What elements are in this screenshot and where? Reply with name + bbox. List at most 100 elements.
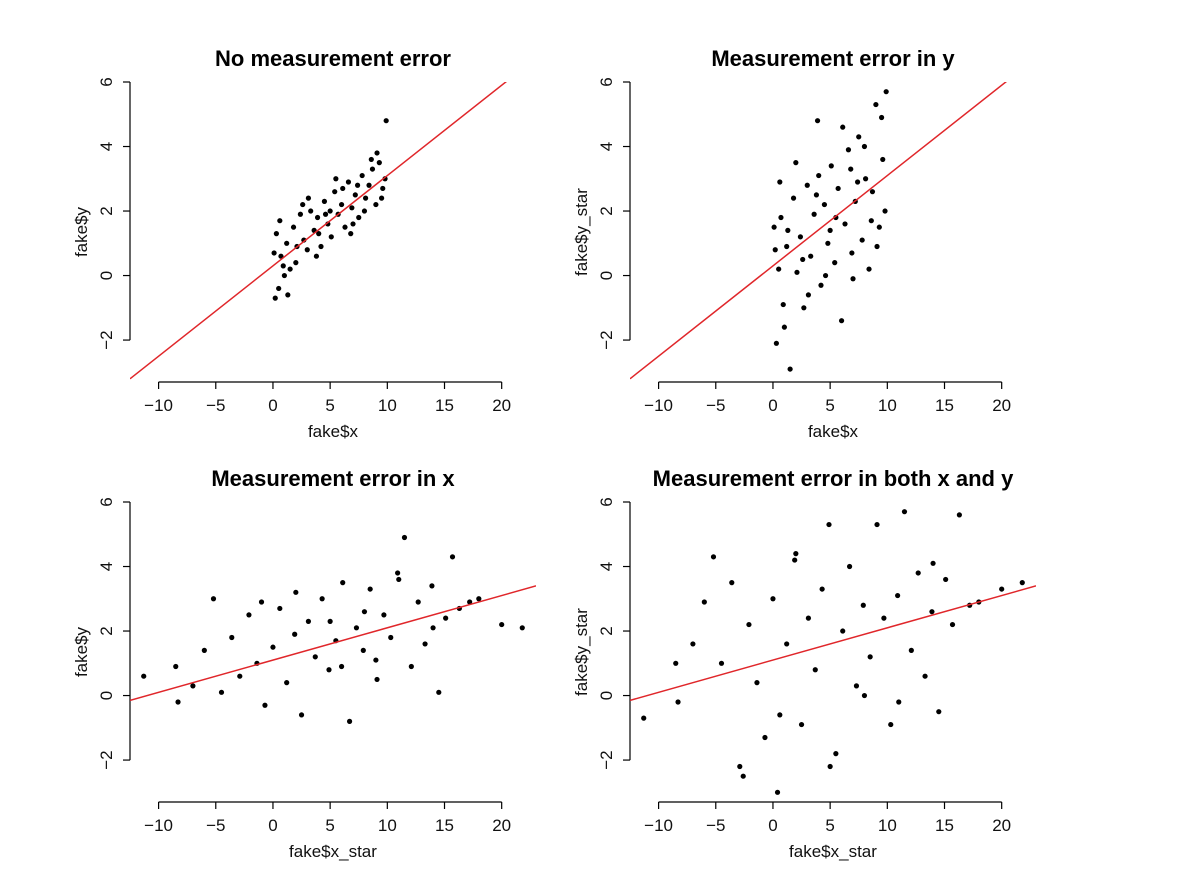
x-tick-label: −5	[706, 816, 725, 835]
scatter-point	[312, 654, 318, 660]
y-tick-label: 4	[597, 142, 616, 151]
scatter-point	[811, 211, 817, 217]
scatter-point	[297, 211, 304, 217]
scatter-point	[838, 318, 845, 324]
scatter-point	[292, 631, 298, 637]
scatter-point	[800, 256, 806, 263]
x-tick-label: 20	[992, 396, 1011, 415]
scatter-point	[359, 172, 365, 179]
fit-line	[130, 82, 507, 380]
scatter-point	[396, 576, 402, 583]
scatter-point	[718, 660, 725, 666]
scatter-point	[361, 208, 368, 214]
scatter-point	[278, 253, 284, 259]
scatter-point	[746, 621, 752, 628]
scatter-point	[999, 586, 1005, 592]
scatter-point	[790, 195, 797, 201]
x-tick-label: 20	[992, 816, 1011, 835]
scatter-point	[776, 266, 782, 272]
scatter-point	[787, 366, 793, 372]
scatter-point	[915, 570, 921, 576]
scatter-point	[246, 612, 252, 618]
x-tick-label: −5	[706, 396, 725, 415]
fit-line	[630, 585, 1036, 702]
scatter-point	[833, 214, 839, 221]
scatter-point	[842, 221, 848, 227]
scatter-point	[859, 237, 865, 243]
x-tick-label: 15	[435, 816, 454, 835]
scatter-point	[271, 250, 277, 256]
scatter-point	[641, 715, 647, 721]
x-axis-title: fake$x_star	[289, 842, 377, 861]
scatter-point	[862, 176, 869, 182]
scatter-point	[896, 699, 902, 705]
x-tick-label: −5	[206, 816, 225, 835]
y-axis-title: fake$y	[72, 626, 91, 677]
scatter-point	[376, 160, 382, 166]
scatter-point	[237, 673, 243, 679]
scatter-point	[354, 182, 361, 188]
chart-title: No measurement error	[215, 46, 451, 71]
x-tick-label: 5	[825, 816, 834, 835]
scatter-point	[293, 589, 299, 595]
scatter-point	[348, 231, 354, 237]
scatter-point	[780, 301, 786, 308]
scatter-point	[276, 285, 282, 292]
scatter-point	[801, 305, 807, 311]
chart-title: Measurement error in x	[211, 466, 455, 491]
scatter-point	[360, 647, 366, 653]
scatter-point	[737, 763, 743, 770]
points-group	[271, 118, 389, 301]
x-tick-label: 15	[435, 396, 454, 415]
y-tick-label: −2	[97, 330, 116, 349]
scatter-point	[936, 709, 942, 715]
scatter-point	[861, 143, 868, 150]
scatter-point	[835, 185, 841, 192]
scatter-point	[379, 195, 385, 201]
scatter-point	[794, 269, 800, 275]
scatter-point	[346, 718, 353, 724]
scatter-point	[840, 124, 846, 130]
scatter-point	[367, 586, 373, 592]
y-tick-label: 0	[597, 691, 616, 700]
scatter-point	[828, 163, 834, 169]
scatter-point	[777, 712, 783, 718]
scatter-point	[218, 689, 225, 695]
scatter-point	[175, 699, 181, 705]
scatter-point	[784, 243, 790, 250]
scatter-point	[825, 240, 831, 246]
x-tick-label: 0	[268, 396, 277, 415]
y-tick-label: 6	[597, 77, 616, 86]
y-tick-label: 6	[97, 77, 116, 86]
scatter-point	[827, 227, 833, 233]
scatter-point	[805, 615, 812, 621]
scatter-point	[340, 580, 346, 586]
scatter-point	[869, 189, 876, 195]
chart-title: Measurement error in both x and y	[653, 466, 1014, 491]
x-tick-label: 20	[492, 816, 511, 835]
scatter-point	[338, 201, 345, 208]
scatter-point	[284, 680, 290, 686]
y-tick-label: 6	[597, 497, 616, 506]
scatter-point	[287, 266, 293, 272]
scatter-point	[888, 721, 894, 728]
scatter-point	[314, 214, 321, 221]
scatter-point	[349, 205, 355, 211]
scatter-point	[327, 208, 333, 214]
scatter-point	[313, 253, 320, 259]
scatter-point	[381, 612, 387, 618]
scatter-point	[762, 734, 768, 741]
scatter-point	[819, 586, 825, 592]
scatter-point	[262, 702, 268, 708]
points-group	[141, 534, 525, 724]
scatter-point	[305, 195, 312, 201]
y-tick-label: 0	[97, 271, 116, 280]
scatter-point	[771, 224, 777, 230]
y-tick-label: 2	[97, 626, 116, 635]
y-axis-title: fake$y_star	[572, 188, 591, 276]
y-tick-label: 2	[597, 206, 616, 215]
scatter-point	[773, 340, 779, 346]
scatter-point	[797, 234, 804, 240]
scatter-point	[366, 182, 372, 188]
